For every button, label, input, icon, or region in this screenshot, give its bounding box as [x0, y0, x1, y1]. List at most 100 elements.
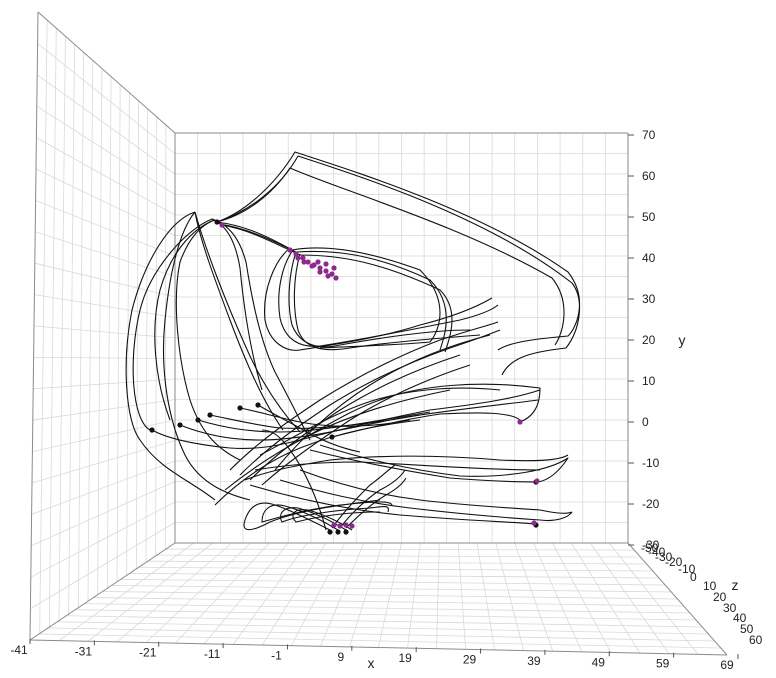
z-tick-label: 60 [749, 633, 763, 647]
z-tick-label: 10 [703, 579, 717, 593]
floor-gridline [57, 621, 709, 635]
trajectory-curve [331, 464, 396, 529]
trajectory-start-point [343, 529, 349, 535]
trajectory-curve [345, 477, 407, 529]
trajectory-curve [279, 479, 573, 522]
trajectory-curve [132, 218, 213, 431]
trajectory-curve [259, 387, 501, 456]
x-axis-ticks: -41 -31 -21 -11 -1 9 19 29 39 49 59 69 [10, 639, 739, 672]
trajectory-end-point [317, 265, 323, 271]
floor-gridline [39, 633, 721, 649]
z-axis-label: z [732, 577, 739, 593]
trajectory-end-point [219, 222, 225, 228]
trajectory-curve [292, 509, 381, 531]
trajectory-start-point [327, 529, 333, 535]
y-tick-label: 30 [642, 292, 656, 306]
trajectory-curve [209, 414, 421, 429]
trajectory-curve [319, 444, 569, 483]
trajectory-curve [219, 223, 447, 351]
left-wall-gridline [36, 137, 176, 216]
z-tick-label: -40 [648, 545, 666, 559]
trajectory-end-point [293, 251, 299, 257]
floor-gridline [93, 597, 684, 607]
left-wall-gridline [33, 378, 176, 390]
trajectory-curve [261, 364, 471, 486]
trajectory-curve [244, 454, 569, 481]
x-tick-label: -1 [271, 648, 282, 662]
trajectory-curve [216, 221, 441, 349]
x-tick-label: 19 [399, 651, 413, 665]
z-tick-label: -50 [641, 541, 659, 555]
x-tick-label: 49 [592, 655, 606, 669]
trajectory-curve [154, 219, 215, 421]
floor-gridline [156, 554, 641, 558]
trajectory-end-point [331, 522, 337, 528]
x-tick-label: -21 [139, 646, 157, 660]
z-tick-label: -10 [678, 562, 696, 576]
floor-gridline [66, 615, 703, 628]
y-tick-label: -10 [642, 456, 660, 470]
left-wall-gridline [32, 419, 176, 452]
trajectory-end-point [287, 247, 293, 253]
box-edge [29, 11, 39, 641]
trajectory-start-point [255, 402, 261, 408]
trajectory-end-point [315, 259, 321, 265]
trajectory-curve [257, 404, 361, 453]
trajectory-end-point [295, 255, 301, 261]
y-tick-label: 60 [642, 169, 656, 183]
trajectory-curve [224, 389, 451, 491]
trajectory-end-point [337, 523, 343, 529]
y-tick-label: -20 [642, 497, 660, 511]
left-wall-gridline [35, 168, 176, 236]
box-edge [627, 542, 728, 656]
trajectory-start-point [195, 417, 201, 423]
floor-gridline [48, 627, 715, 642]
box-edge [29, 639, 728, 656]
trajectory-end-point [333, 275, 339, 281]
x-tick-label: 29 [463, 653, 477, 667]
floor-gridline [165, 548, 635, 551]
trajectory-start-point [335, 529, 341, 535]
trajectory-curve [194, 211, 301, 433]
z-tick-label: 0 [690, 570, 697, 584]
trajectory-end-point [300, 255, 306, 261]
x-axis-label: x [368, 655, 375, 671]
x-tick-label: 59 [656, 657, 670, 671]
left-wall-gridline [37, 43, 176, 154]
z-tick-label: 50 [740, 622, 754, 636]
trajectory-curve [264, 247, 493, 351]
x-tick-label: -31 [75, 644, 93, 658]
trajectory-end-point [517, 419, 523, 425]
y-tick-label: 70 [642, 128, 656, 142]
trajectory-curve [163, 211, 251, 501]
trajectory-curve [249, 484, 537, 525]
left-wall-gridline [31, 460, 176, 515]
y-tick-label: 20 [642, 333, 656, 347]
trajectory-curve [194, 211, 284, 431]
y-tick-label: 0 [642, 415, 649, 429]
floor-gridline [147, 560, 647, 565]
trajectory-end-point [331, 265, 337, 271]
trajectory-start-point [149, 427, 155, 433]
trajectory-curve [175, 219, 241, 461]
trajectory-curve [261, 429, 327, 531]
box-edge [37, 11, 176, 134]
trajectory-end-point [317, 269, 323, 275]
left-wall-gridline [30, 501, 176, 578]
x-tick-label: 9 [337, 650, 344, 664]
left-wall-gridline [36, 105, 176, 195]
trajectory-start-point [237, 405, 243, 411]
trajectory-end-point [349, 523, 355, 529]
left-wall-gridline [33, 325, 176, 339]
z-tick-label: -20 [665, 555, 683, 569]
trajectory-curve [216, 167, 565, 346]
y-tick-label: -30 [642, 538, 660, 552]
trajectory-end-point [323, 268, 329, 274]
floor-gridline [120, 578, 666, 586]
trajectory-curve [288, 251, 471, 348]
z-tick-label: 30 [723, 601, 737, 615]
y-tick-label: 50 [642, 210, 656, 224]
left-wall-gridline [31, 440, 176, 484]
